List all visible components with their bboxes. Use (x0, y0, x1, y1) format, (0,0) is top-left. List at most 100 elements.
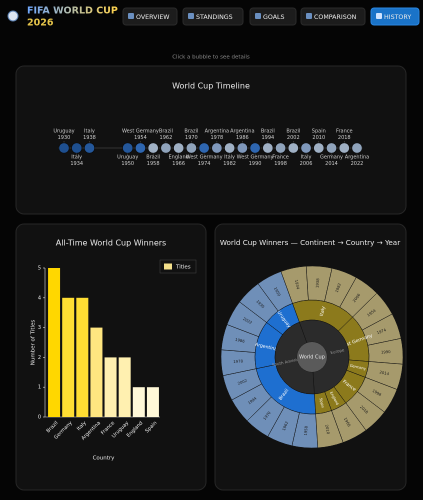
year-label: 1990 (249, 161, 262, 167)
bubble[interactable] (249, 142, 261, 154)
bubble[interactable] (351, 142, 363, 154)
bubble[interactable] (198, 142, 210, 154)
segment-label: Germany (349, 364, 367, 372)
nav-label[interactable]: COMPARISON (314, 14, 357, 21)
year-label: 1934 (70, 161, 83, 167)
bubble[interactable] (211, 142, 223, 154)
bubble[interactable] (287, 142, 299, 154)
year-label: 1998 (274, 161, 287, 167)
segment-label: 1954 (366, 308, 377, 318)
nav-button[interactable]: COMPARISON (300, 7, 366, 26)
bar[interactable] (146, 387, 159, 417)
bubble[interactable] (262, 142, 274, 154)
nav-label[interactable]: GOALS (263, 14, 285, 21)
segment-label: 2002 (237, 378, 248, 386)
segment-label: Europe (330, 347, 345, 355)
winner-label: Germany (320, 155, 343, 161)
bar[interactable] (76, 297, 89, 417)
bar[interactable] (132, 387, 145, 417)
winner-label: West Germany (237, 155, 274, 161)
segment-label: 1970 (262, 410, 272, 421)
winner-label: Brazil (286, 129, 300, 135)
segment-label: 1978 (233, 358, 244, 364)
nav-button-bg[interactable] (122, 7, 178, 26)
winner-label: Uruguay (117, 155, 138, 161)
app-year: 2026 (27, 18, 54, 29)
year-label: 1966 (172, 161, 185, 167)
bubble[interactable] (224, 142, 236, 154)
nav-button[interactable]: OVERVIEW (122, 7, 178, 26)
segment-label: 1966 (343, 417, 352, 428)
year-label: 2010 (312, 135, 325, 141)
bubble[interactable] (275, 142, 287, 154)
y-tick-label: 3 (38, 325, 41, 331)
bubble[interactable] (338, 142, 350, 154)
year-label: 1978 (211, 135, 224, 141)
winner-label: Brazil (159, 129, 173, 135)
winner-label: France (336, 129, 353, 135)
year-label: 1954 (134, 135, 147, 141)
app-title: FIFA WORLD CUP (27, 6, 118, 17)
segment-label: 1982 (334, 282, 342, 293)
nav-button[interactable]: STANDINGS (182, 7, 244, 26)
winner-label: Italy (301, 155, 312, 161)
hint: Click a bubble to see details (172, 55, 250, 61)
segment-label: 1930 (255, 299, 266, 310)
bar[interactable] (90, 327, 103, 417)
bubble[interactable] (134, 142, 146, 154)
year-label: 2014 (325, 161, 338, 167)
bubble[interactable] (313, 142, 325, 154)
x-axis-label: Country (93, 456, 116, 462)
bubble[interactable] (71, 142, 83, 154)
nav-label[interactable]: OVERVIEW (136, 14, 170, 21)
winner-label: England (168, 155, 188, 161)
year-label: 1958 (147, 161, 160, 167)
center-label: World Cup (299, 355, 325, 361)
bubble[interactable] (173, 142, 185, 154)
continent-segment[interactable] (299, 319, 350, 395)
bubble[interactable] (58, 142, 70, 154)
bubble[interactable] (83, 142, 95, 154)
nav-label[interactable]: HISTORY (384, 14, 411, 21)
bubble[interactable] (147, 142, 159, 154)
bubble[interactable] (185, 142, 197, 154)
bubble[interactable] (160, 142, 172, 154)
segment-label: 2010 (324, 424, 331, 435)
segment-label: South America (272, 356, 302, 367)
nav-button-bg[interactable] (370, 7, 420, 26)
bar[interactable] (62, 297, 75, 417)
nav-button-bg[interactable] (182, 7, 244, 26)
year-label: 1982 (223, 161, 236, 167)
segment-label: Argentina (254, 342, 277, 353)
winner-label: West Germany (186, 155, 223, 161)
bubble[interactable] (326, 142, 338, 154)
bar[interactable] (118, 357, 131, 417)
nav: OVERVIEW STANDINGS GOALS COMPARISON HISTORY (122, 7, 420, 26)
nav-button[interactable]: GOALS (249, 7, 297, 26)
winner-label: France (272, 155, 289, 161)
center (297, 342, 327, 372)
segment-label: 2014 (379, 369, 390, 376)
year-label: 1938 (83, 135, 96, 141)
bubble[interactable] (300, 142, 312, 154)
bar[interactable] (104, 357, 117, 417)
winner-label: Argentina (345, 155, 369, 161)
nav-button[interactable]: HISTORY (370, 7, 420, 26)
bubble[interactable] (122, 142, 134, 154)
year-label: 1994 (261, 135, 274, 141)
y-tick-label: 1 (38, 385, 41, 391)
segment-label: 2022 (242, 316, 253, 325)
segment-label: 1950 (273, 286, 282, 297)
y-tick-label: 0 (38, 415, 41, 421)
nav-button-bg[interactable] (300, 7, 366, 26)
winner-label: Spain (312, 129, 326, 135)
winner-label: Uruguay (53, 129, 74, 135)
winner-label: Brazil (146, 155, 160, 161)
nav-icon (128, 13, 134, 19)
segment-label: 2006 (351, 292, 361, 303)
nav-button-bg[interactable] (249, 7, 297, 26)
year-label: 2022 (351, 161, 364, 167)
nav-label[interactable]: STANDINGS (196, 14, 233, 21)
bar[interactable] (48, 268, 61, 417)
bubble[interactable] (236, 142, 248, 154)
